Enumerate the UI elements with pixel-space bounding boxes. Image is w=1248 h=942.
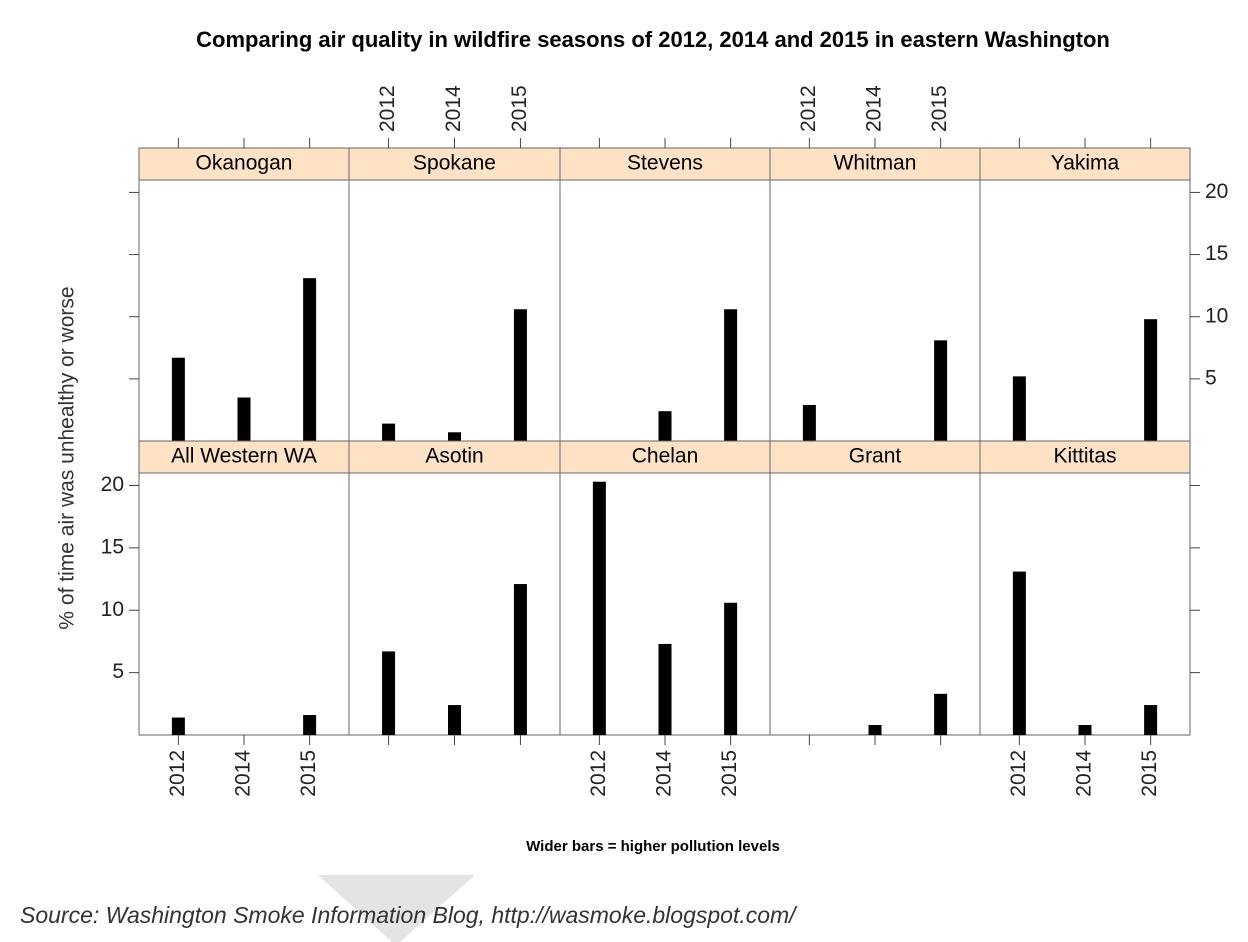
x-tick-label: 2012: [376, 85, 399, 132]
y-tick-label: 5: [112, 660, 124, 683]
decoration: [318, 875, 475, 942]
strip: [769, 440, 981, 474]
chart-title: Comparing air quality in wildfire season…: [196, 27, 1110, 52]
bar: [448, 432, 461, 441]
strip-label: Grant: [849, 445, 902, 468]
bar: [868, 725, 882, 735]
x-tick-label: 2014: [863, 85, 886, 132]
strip: [348, 440, 561, 474]
y-tick-label: 5: [1205, 366, 1217, 389]
y-tick-label: 15: [1205, 242, 1228, 265]
x-tick-label: 2012: [1007, 750, 1030, 797]
x-tick-label: 2015: [297, 750, 320, 797]
strip-label: Whitman: [834, 152, 917, 175]
y-tick-label: 10: [101, 598, 124, 621]
bar: [724, 309, 738, 441]
bar: [448, 705, 461, 735]
strip: [559, 440, 771, 474]
bar: [1144, 705, 1158, 735]
annotation: Wider bars = higher pollution levels: [526, 838, 780, 855]
bar: [1012, 571, 1026, 735]
y-tick-label: 20: [101, 473, 124, 496]
bar: [592, 481, 606, 735]
bar: [1078, 725, 1092, 735]
x-tick-label: 2015: [928, 85, 951, 132]
y-axis-label: % of time air was unhealthy or worse: [56, 286, 79, 629]
bar: [382, 651, 396, 735]
bar: [303, 715, 317, 735]
strip-label: Asotin: [425, 445, 483, 468]
x-tick-label: 2014: [232, 750, 255, 797]
bar: [934, 693, 948, 735]
x-tick-label: 2012: [797, 85, 820, 132]
bar: [382, 423, 396, 441]
strip-label: Yakima: [1051, 152, 1120, 175]
strip-label: All Western WA: [171, 445, 317, 468]
strip: [559, 147, 771, 181]
strip: [979, 440, 1191, 474]
bar: [724, 602, 738, 735]
bar: [1144, 319, 1158, 441]
strip: [138, 147, 350, 181]
strip-label: Kittitas: [1053, 445, 1116, 468]
bar: [303, 278, 317, 441]
x-tick-label: 2012: [587, 750, 610, 797]
bar: [658, 411, 672, 441]
bar: [934, 340, 948, 441]
x-tick-label: 2012: [166, 750, 189, 797]
bar: [1012, 376, 1026, 441]
bar: [802, 404, 816, 441]
bar: [237, 397, 251, 441]
y-tick-label: 20: [1205, 180, 1228, 203]
source: Source: Washington Smoke Information Blo…: [20, 902, 798, 928]
x-tick-label: 2015: [1138, 750, 1161, 797]
x-tick-label: 2014: [653, 750, 676, 797]
bar: [513, 309, 527, 441]
y-tick-label: 10: [1205, 304, 1228, 327]
bar: [658, 643, 672, 735]
strip-label: Okanogan: [196, 152, 293, 175]
x-tick-label: 2015: [718, 750, 741, 797]
bar: [171, 717, 185, 735]
strip-label: Stevens: [627, 152, 703, 175]
bar: [171, 357, 185, 441]
strip-label: Chelan: [632, 445, 699, 468]
y-tick-label: 15: [101, 535, 124, 558]
strip-label: Spokane: [413, 152, 496, 175]
bar: [513, 584, 527, 735]
x-tick-label: 2015: [508, 85, 531, 132]
x-tick-label: 2014: [1073, 750, 1096, 797]
x-tick-label: 2014: [442, 85, 465, 132]
